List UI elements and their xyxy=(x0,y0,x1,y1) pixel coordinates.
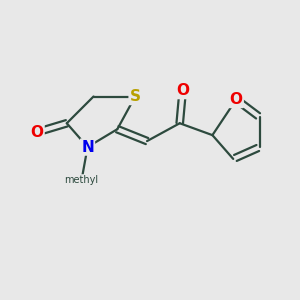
Text: N: N xyxy=(81,140,94,154)
Text: O: O xyxy=(176,83,189,98)
Text: methyl: methyl xyxy=(64,175,99,185)
Text: O: O xyxy=(31,125,44,140)
Text: S: S xyxy=(130,89,141,104)
Text: O: O xyxy=(230,92,243,107)
